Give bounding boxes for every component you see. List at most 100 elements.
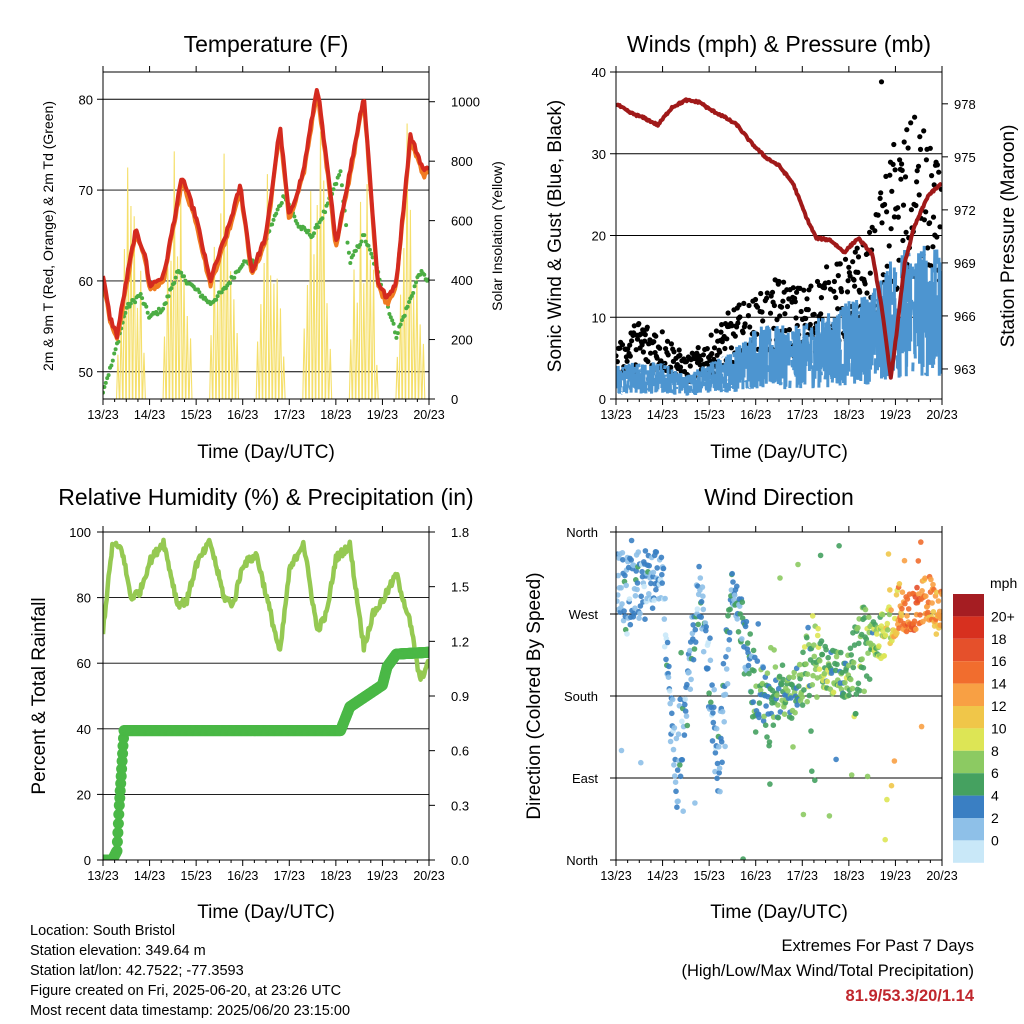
gust-point [908,207,915,213]
gust-point [724,336,730,342]
dewpoint-point [366,243,371,248]
direction-point [864,773,871,780]
direction-point [767,781,773,787]
gust-point [897,157,903,163]
gust-point [664,338,671,344]
y-tick-label: South [564,689,598,704]
y2-tick-label: 0 [451,392,458,407]
direction-point [848,772,855,778]
direction-point [637,610,643,617]
direction-point [745,662,752,669]
direction-point [682,708,689,714]
gust-point [927,220,933,226]
direction-point [659,580,665,586]
direction-point [809,682,816,688]
gust-point [892,167,898,173]
direction-point [833,756,839,763]
dewpoint-point [271,217,276,222]
y-tick-label: 20 [77,787,91,802]
x-tick-label: 14/23 [647,408,678,422]
gust-point [934,162,941,168]
gust-point [851,277,857,283]
direction-point [723,666,730,672]
dewpoint-point [232,275,237,280]
colorbar-label: 2 [991,810,999,826]
direction-point [780,676,787,683]
direction-point [824,678,831,685]
dewpoint-point [391,321,396,326]
gust-point [741,300,747,306]
gust-point [758,290,764,297]
direction-point [772,664,779,670]
direction-point [891,758,898,764]
x-tick-label: 19/23 [880,869,911,883]
direction-point [735,629,742,635]
dewpoint-point [123,310,128,315]
direction-point [740,856,746,860]
y2-tick-label: 200 [451,333,473,348]
direction-point [833,653,840,660]
x-tick-label: 17/23 [787,869,818,883]
direction-point [727,606,733,613]
direction-point [712,768,718,775]
direction-point [775,714,782,721]
direction-point [725,646,732,653]
gust-point [640,349,647,355]
temp-9m-series [103,93,429,341]
direction-point [801,687,807,693]
dewpoint-point [197,290,202,295]
gust-point [759,309,765,315]
direction-point [714,760,721,767]
direction-point [678,649,684,656]
direction-point [675,731,682,737]
gust-point [878,190,884,196]
direction-point [902,600,908,607]
direction-point [884,627,891,633]
direction-point [845,662,852,669]
x-tick-label: 17/23 [274,869,305,883]
gust-point [754,304,761,310]
direction-point [713,725,720,732]
direction-point [899,589,906,595]
gust-point [925,245,931,251]
direction-point [801,644,808,650]
dewpoint-point [409,294,414,298]
direction-point [853,710,859,717]
direction-point [729,570,735,577]
direction-point [677,762,683,768]
gust-point [822,285,828,291]
dewpoint-point [166,294,171,299]
colorbar-swatch [953,840,984,863]
x-tick-label: 13/23 [600,869,631,883]
gust-point [709,351,715,357]
direction-point [636,615,642,621]
gust-point [803,315,809,322]
elevation-text: Station elevation: 349.64 m [30,943,206,959]
dewpoint-point [398,322,403,327]
gust-point [912,114,918,120]
direction-point [850,659,857,666]
direction-point [714,775,720,782]
dewpoint-point [353,248,358,253]
direction-point [694,606,701,612]
direction-point [618,585,624,591]
gust-point [898,176,904,182]
dewpoint-point [339,183,344,188]
direction-point [616,598,620,604]
dewpoint-point [316,225,321,230]
direction-point [684,681,690,688]
dewpoint-point [163,301,168,306]
direction-point [830,689,837,696]
direction-point [755,621,761,627]
winds-ylabel-left: Sonic Wind & Gust (Blue, Black) [545,100,566,372]
direction-point [925,609,931,616]
direction-point [777,575,783,581]
direction-point [825,654,831,661]
9m-t-line [103,93,429,341]
gust-point [798,308,804,315]
direction-point [899,605,905,612]
direction-point [846,692,852,699]
direction-point [809,768,815,774]
humidity-ticks: 0 20 40 60 80 100 0.0 0.3 0.6 0.9 1.2 1.5 1.8 13/23 14… [69,525,469,883]
direction-point [649,605,656,611]
